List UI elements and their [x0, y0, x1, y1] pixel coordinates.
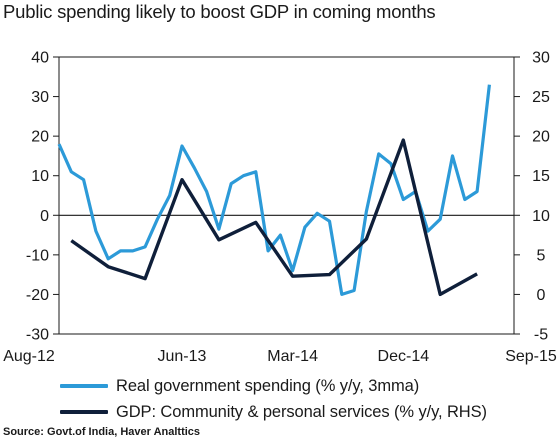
series-line-government-spending: [57, 84, 491, 296]
left-tick-label: 30: [31, 89, 49, 106]
x-tick-label: Sep-15: [505, 348, 557, 365]
x-tick-label: Mar-14: [267, 348, 318, 365]
plot-frame: [58, 56, 515, 335]
legend-label-government-spending: Real government spending (% y/y, 3mma): [116, 376, 420, 395]
right-tick-label: -5: [534, 327, 548, 344]
x-tick-label: Dec-14: [378, 348, 430, 365]
right-axis: 30 25 20 15 10 5 0 -5: [514, 50, 550, 344]
right-tick-label: 30: [532, 50, 550, 67]
x-tick-label: Aug-12: [3, 348, 55, 365]
right-tick-label: 20: [532, 129, 550, 146]
left-tick-label: -10: [26, 247, 49, 264]
legend-label-gdp-services: GDP: Community & personal services (% y/…: [116, 402, 487, 421]
left-tick-label: 40: [31, 50, 49, 67]
right-tick-label: 25: [532, 89, 550, 106]
left-tick-label: -30: [26, 327, 49, 344]
right-tick-label: 5: [537, 247, 546, 264]
x-axis: Aug-12 Jun-13 Mar-14 Dec-14 Sep-15: [3, 348, 557, 365]
legend-item-gdp-services: GDP: Community & personal services (% y/…: [60, 400, 487, 424]
chart-title: Public spending likely to boost GDP in c…: [3, 1, 436, 22]
right-tick-label: 15: [532, 168, 550, 185]
right-tick-label: 10: [532, 208, 550, 225]
left-tick-label: 10: [31, 168, 49, 185]
legend-swatch-gdp-services: [60, 410, 108, 414]
x-tick-label: Jun-13: [158, 348, 207, 365]
legend-swatch-government-spending: [60, 384, 108, 388]
left-tick-label: -20: [26, 287, 49, 304]
series-layer: [57, 84, 491, 297]
left-tick-label: 0: [40, 208, 49, 225]
series-line-gdp-services: [70, 138, 478, 297]
legend-item-government-spending: Real government spending (% y/y, 3mma): [60, 374, 419, 398]
left-axis: 40 30 20 10 0 -10 -20 -30: [26, 50, 59, 344]
right-tick-label: 0: [537, 287, 546, 304]
left-tick-label: 20: [31, 129, 49, 146]
source-note: Source: Govt.of India, Haver Analttics: [3, 426, 201, 438]
